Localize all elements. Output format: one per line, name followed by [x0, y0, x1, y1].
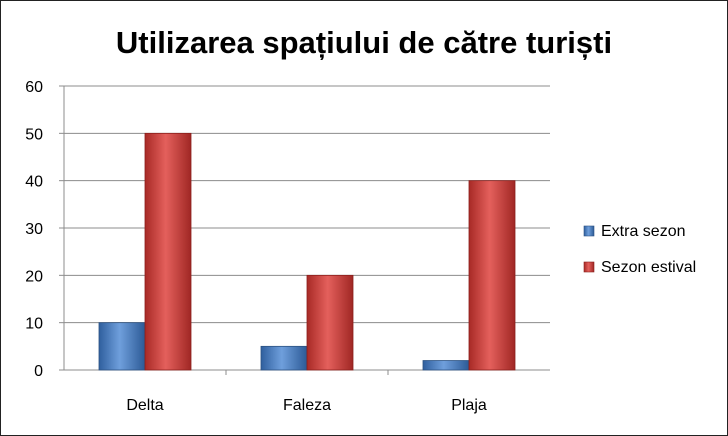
bar-plaja-extra-sezon [422, 360, 470, 371]
y-tick-label: 40 [25, 174, 43, 191]
bar-plaja-sezon-estival [468, 180, 516, 371]
tick-labels: 0 10 20 30 40 50 60 Delta Faleza Plaja [25, 79, 487, 414]
y-tick-label: 0 [34, 363, 43, 380]
y-tick-label: 50 [25, 126, 43, 143]
x-tick-label: Faleza [283, 397, 331, 414]
x-tick-label: Delta [126, 397, 163, 414]
bar-delta-extra-sezon [98, 322, 146, 371]
y-tick-label: 10 [25, 316, 43, 333]
legend-swatch [583, 261, 595, 273]
bar-faleza-extra-sezon [260, 345, 308, 371]
legend-label: Sezon estival [601, 259, 696, 276]
x-tick-label: Plaja [451, 397, 487, 414]
y-tick-label: 20 [25, 268, 43, 285]
legend-swatch [583, 225, 595, 237]
y-tick-label: 60 [25, 79, 43, 96]
y-tick-label: 30 [25, 221, 43, 238]
bar-delta-sezon-estival [144, 132, 192, 371]
bars [98, 132, 516, 371]
chart-title: Utilizarea spațiului de către turiști [116, 25, 612, 60]
legend-label: Extra sezon [601, 223, 685, 240]
bar-faleza-sezon-estival [306, 274, 354, 371]
legend: Extra sezon Sezon estival [583, 223, 696, 276]
